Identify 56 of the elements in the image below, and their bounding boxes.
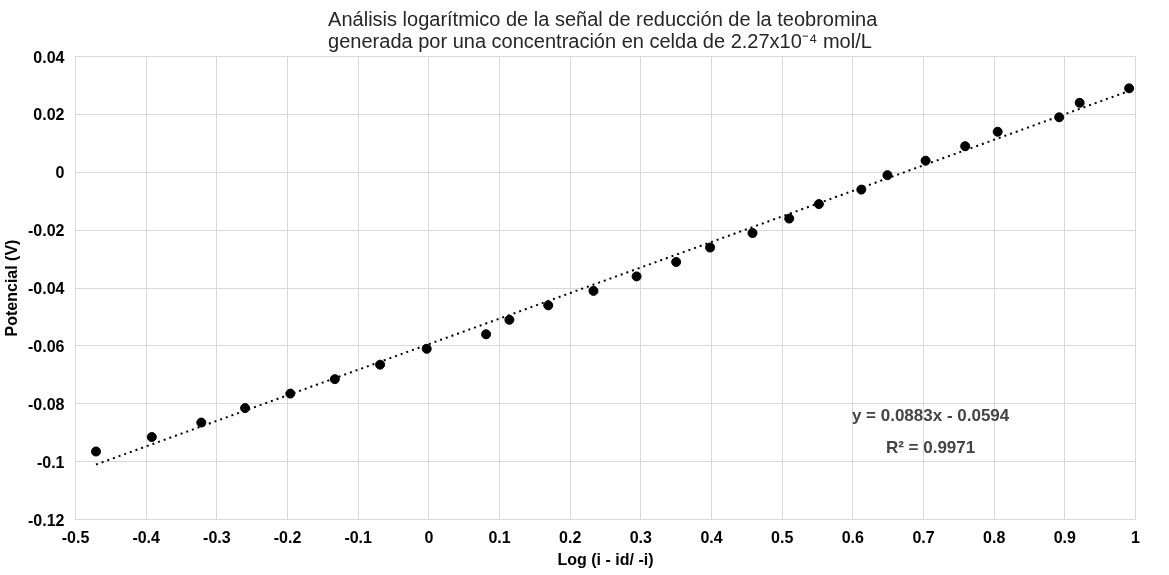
x-tick-label: 0.7 [912, 528, 935, 546]
point [329, 374, 340, 385]
y-axis-title: Potencial (V) [3, 239, 21, 337]
point [920, 155, 931, 166]
x-tick-label: -0.4 [132, 528, 161, 546]
point [588, 285, 599, 296]
x-tick-label: 0 [424, 528, 434, 546]
y-tick-label: -0.12 [28, 511, 65, 529]
point [705, 242, 716, 253]
x-tick-label: -0.1 [344, 528, 373, 546]
point [1054, 112, 1065, 123]
y-tick-label: -0.04 [28, 280, 65, 297]
point [856, 184, 867, 195]
point [882, 170, 893, 181]
point [813, 199, 824, 210]
point [240, 403, 251, 414]
point [196, 417, 207, 428]
point [1074, 97, 1085, 108]
point [375, 359, 386, 370]
point [285, 388, 296, 399]
chart-title: Análisis logarítmico de la señal de reducción de la teobromina generada por una concentración en celda de 2.27x10⁻⁴ mol/L [328, 7, 879, 52]
y-tick-label: 0.02 [33, 106, 65, 124]
y-tick-label: 0 [55, 164, 65, 182]
point [671, 256, 682, 267]
x-tick-label: 0.9 [1053, 528, 1077, 546]
point [146, 432, 157, 443]
x-tick-label: 0.3 [629, 528, 653, 546]
y-tick-label: -0.06 [28, 337, 65, 355]
y-tick-label: -0.02 [28, 222, 65, 240]
x-axis-title: Log (i - id/ -i) [557, 550, 654, 568]
x-tick-label: 0.6 [841, 528, 865, 546]
x-tick-label: -0.2 [273, 528, 302, 546]
x-tick-label: -0.3 [203, 528, 231, 546]
point [543, 300, 554, 311]
x-tick-label: 0.8 [983, 528, 1006, 546]
point [960, 141, 971, 152]
annotation: R² = 0.9971 [885, 437, 976, 457]
x-tick-label: 0.4 [700, 528, 723, 546]
point [747, 228, 758, 239]
y-tick-label: 0.04 [33, 48, 65, 66]
point [631, 271, 642, 282]
point [90, 446, 101, 457]
x-tick-label: 0.2 [559, 528, 582, 546]
x-tick-label: 1 [1131, 528, 1141, 546]
y-tick-label: -0.1 [36, 453, 65, 471]
point [504, 314, 515, 325]
point [481, 329, 492, 340]
x-tick-label: -0.5 [61, 528, 90, 546]
point [992, 126, 1003, 137]
point [421, 343, 432, 354]
point [784, 213, 795, 224]
x-tick-label: 0.5 [771, 528, 794, 546]
y-tick-label: -0.08 [28, 395, 65, 413]
annotation: y = 0.0883x - 0.0594 [851, 405, 1010, 425]
point [1124, 83, 1135, 94]
x-tick-label: 0.1 [488, 528, 511, 546]
